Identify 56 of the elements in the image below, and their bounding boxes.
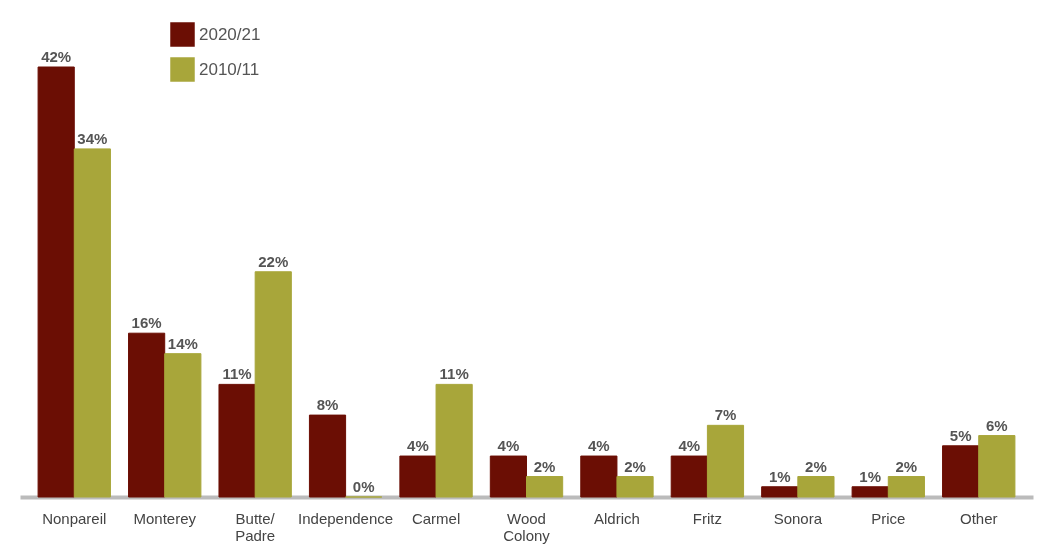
data-label: 42%	[41, 48, 72, 65]
x-tick-label: Price	[871, 509, 906, 527]
bar	[580, 455, 618, 498]
x-tick-label: Other	[959, 509, 998, 527]
bar	[526, 476, 564, 498]
data-label: 2%	[895, 457, 918, 475]
data-label: 4%	[588, 437, 610, 455]
bar	[942, 445, 980, 498]
bar	[128, 332, 166, 498]
x-tick-label: Wood Colony	[503, 509, 551, 544]
data-label: 4%	[407, 437, 429, 455]
x-tick-label: Nonpareil	[42, 509, 107, 527]
data-label: 1%	[859, 467, 882, 485]
x-tick-label: Aldrich	[594, 509, 640, 527]
x-tick-label: Fritz	[692, 509, 722, 527]
data-label: 1%	[768, 467, 791, 485]
bar	[706, 424, 745, 498]
data-label: 5%	[949, 426, 972, 444]
bar	[887, 476, 925, 498]
data-label: 14%	[167, 334, 198, 352]
legend-label: 2020/21	[199, 24, 261, 44]
x-tick-label: Independence	[298, 509, 394, 527]
data-label: 11%	[439, 365, 469, 383]
data-label: 2%	[624, 457, 646, 475]
bar	[797, 476, 835, 498]
bar	[164, 353, 202, 498]
data-label: 22%	[258, 252, 289, 270]
data-label: 4%	[497, 437, 520, 455]
bar	[218, 383, 256, 498]
bar	[254, 271, 292, 498]
data-label: 8%	[316, 396, 339, 414]
data-label: 11%	[222, 365, 252, 383]
bar	[489, 455, 527, 498]
bar	[670, 455, 708, 498]
data-label: 4%	[678, 437, 701, 455]
bar	[435, 383, 473, 498]
bar	[308, 414, 347, 498]
bar	[978, 435, 1016, 498]
data-label: 2%	[805, 457, 827, 475]
data-label: 34%	[77, 129, 108, 147]
x-tick-label: Sonora	[773, 509, 823, 527]
bar	[73, 148, 111, 498]
legend-label: 2010/11	[199, 59, 260, 79]
data-label: 2%	[533, 457, 556, 475]
x-tick-label: Butte/Padre	[235, 509, 276, 544]
data-label: 16%	[131, 314, 162, 332]
bar	[37, 66, 75, 498]
data-label: 6%	[985, 416, 1008, 434]
data-label: 7%	[714, 406, 737, 424]
x-tick-label: Monterey	[133, 509, 197, 527]
bar	[761, 486, 799, 498]
bar	[616, 476, 654, 498]
bar	[399, 455, 437, 498]
x-tick-label: Carmel	[411, 509, 461, 527]
bar	[851, 486, 889, 498]
data-label: 0%	[352, 478, 375, 495]
